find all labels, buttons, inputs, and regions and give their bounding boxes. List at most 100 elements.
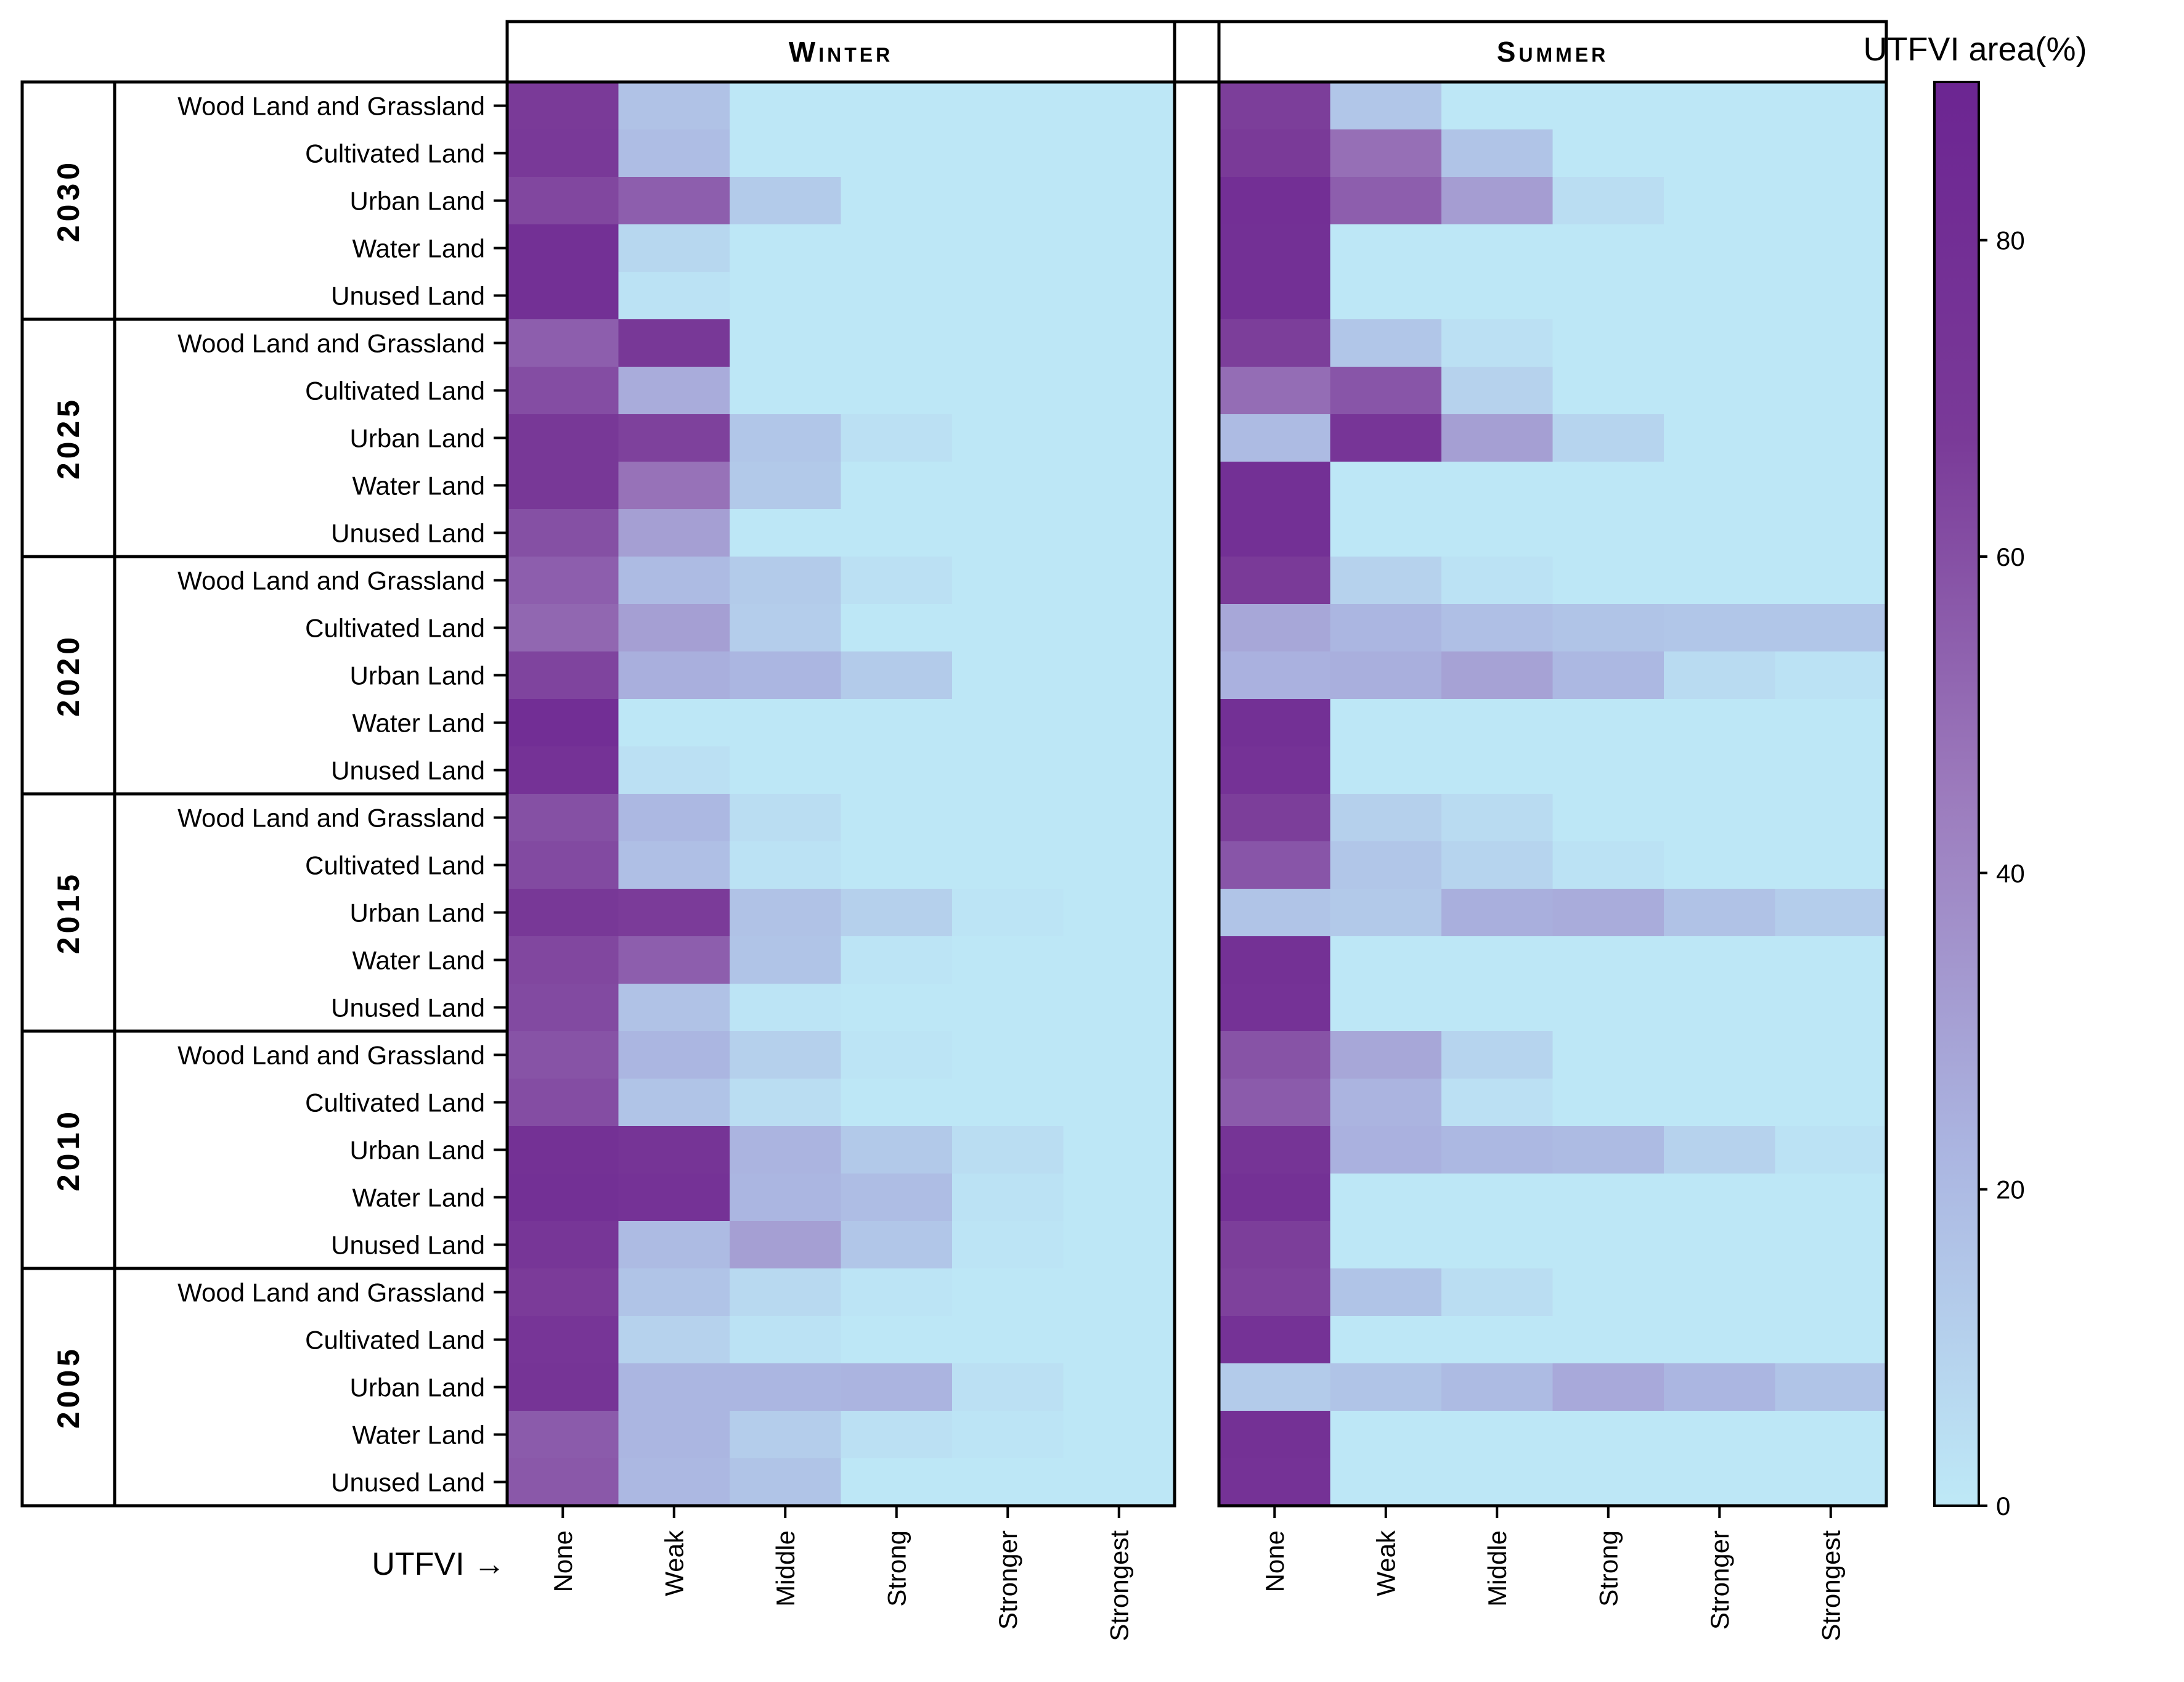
panel-title-winter: Winter	[789, 36, 893, 68]
cell-2010-urban-land-summer-weak	[1330, 1126, 1442, 1174]
cell-2010-cultivated-land-summer-stronger	[1664, 1079, 1776, 1127]
cell-2005-water-land-winter-strongest	[1063, 1411, 1175, 1459]
cell-2015-cultivated-land-winter-stronger	[952, 841, 1064, 889]
cell-2015-water-land-summer-strong	[1552, 936, 1664, 984]
cell-2025-cultivated-land-winter-stronger	[952, 367, 1064, 415]
cell-2020-unused-land-summer-stronger	[1664, 746, 1776, 794]
cell-2010-urban-land-winter-none	[507, 1126, 619, 1174]
cell-2015-urban-land-summer-stronger	[1664, 889, 1776, 937]
cell-2020-wood-land-and-grassland-summer-stronger	[1664, 557, 1776, 605]
cell-2025-wood-land-and-grassland-winter-weak	[618, 319, 730, 367]
cell-2030-urban-land-winter-stronger	[952, 177, 1064, 225]
cell-2025-urban-land-winter-stronger	[952, 414, 1064, 462]
cell-2005-water-land-summer-middle	[1441, 1411, 1554, 1459]
cell-2015-cultivated-land-winter-weak	[618, 841, 730, 889]
cell-2015-water-land-winter-none	[507, 936, 619, 984]
row-label-unused-land: Unused Land	[331, 519, 485, 548]
cell-2030-water-land-winter-stronger	[952, 224, 1064, 272]
row-label-wood-land-and-grassland: Wood Land and Grassland	[177, 1278, 485, 1307]
cell-2015-unused-land-winter-middle	[730, 984, 842, 1032]
cell-2020-cultivated-land-winter-stronger	[952, 604, 1064, 652]
cell-2030-urban-land-summer-strongest	[1775, 177, 1887, 225]
cell-2010-wood-land-and-grassland-summer-middle	[1441, 1031, 1554, 1079]
cell-2030-wood-land-and-grassland-summer-middle	[1441, 82, 1554, 130]
cell-2005-wood-land-and-grassland-summer-weak	[1330, 1268, 1442, 1317]
cell-2030-wood-land-and-grassland-winter-weak	[618, 82, 730, 130]
cell-2010-wood-land-and-grassland-summer-strong	[1552, 1031, 1664, 1079]
cell-2005-urban-land-summer-middle	[1441, 1363, 1554, 1411]
cell-2020-water-land-winter-strongest	[1063, 699, 1175, 747]
cell-2020-unused-land-winter-strongest	[1063, 746, 1175, 794]
cell-2025-water-land-winter-none	[507, 462, 619, 510]
cell-2030-unused-land-winter-middle	[730, 272, 842, 320]
cell-2030-water-land-winter-strongest	[1063, 224, 1175, 272]
cell-2015-water-land-summer-middle	[1441, 936, 1554, 984]
cell-2015-urban-land-winter-none	[507, 889, 619, 937]
cell-2025-water-land-winter-strongest	[1063, 462, 1175, 510]
cell-2020-urban-land-summer-strong	[1552, 651, 1664, 700]
cell-2010-unused-land-summer-strongest	[1775, 1221, 1887, 1269]
cell-2010-wood-land-and-grassland-summer-none	[1219, 1031, 1331, 1079]
cell-2030-unused-land-winter-weak	[618, 272, 730, 320]
column-label-winter-middle: Middle	[771, 1530, 800, 1607]
cell-2025-unused-land-summer-strong	[1552, 509, 1664, 557]
cell-2020-wood-land-and-grassland-winter-weak	[618, 557, 730, 605]
cell-2005-water-land-summer-none	[1219, 1411, 1331, 1459]
cell-2025-wood-land-and-grassland-winter-middle	[730, 319, 842, 367]
cell-2020-cultivated-land-summer-middle	[1441, 604, 1554, 652]
cell-2005-unused-land-winter-strongest	[1063, 1458, 1175, 1506]
cell-2015-unused-land-winter-strong	[841, 984, 953, 1032]
row-label-unused-land: Unused Land	[331, 282, 485, 311]
cell-2005-wood-land-and-grassland-summer-none	[1219, 1268, 1331, 1317]
cell-2030-urban-land-summer-middle	[1441, 177, 1554, 225]
cell-2020-unused-land-summer-none	[1219, 746, 1331, 794]
cell-2020-cultivated-land-winter-middle	[730, 604, 842, 652]
cell-2025-water-land-winter-middle	[730, 462, 842, 510]
cell-2015-water-land-summer-strongest	[1775, 936, 1887, 984]
cell-2025-unused-land-winter-middle	[730, 509, 842, 557]
cell-2015-cultivated-land-winter-strong	[841, 841, 953, 889]
cell-2015-water-land-winter-weak	[618, 936, 730, 984]
cell-2025-wood-land-and-grassland-summer-strongest	[1775, 319, 1887, 367]
cell-2015-cultivated-land-summer-stronger	[1664, 841, 1776, 889]
row-label-unused-land: Unused Land	[331, 1231, 485, 1260]
cell-2010-cultivated-land-winter-middle	[730, 1079, 842, 1127]
cell-2005-cultivated-land-summer-middle	[1441, 1316, 1554, 1364]
cell-2030-wood-land-and-grassland-summer-weak	[1330, 82, 1442, 130]
cell-2005-wood-land-and-grassland-summer-middle	[1441, 1268, 1554, 1317]
cell-2020-water-land-summer-stronger	[1664, 699, 1776, 747]
cell-2025-wood-land-and-grassland-summer-strong	[1552, 319, 1664, 367]
cell-2015-unused-land-summer-middle	[1441, 984, 1554, 1032]
cell-2030-water-land-summer-none	[1219, 224, 1331, 272]
cell-2010-wood-land-and-grassland-winter-weak	[618, 1031, 730, 1079]
cell-2005-wood-land-and-grassland-winter-weak	[618, 1268, 730, 1317]
cell-2020-cultivated-land-winter-weak	[618, 604, 730, 652]
cell-2005-unused-land-winter-middle	[730, 1458, 842, 1506]
cell-2015-unused-land-summer-none	[1219, 984, 1331, 1032]
cell-2005-urban-land-winter-weak	[618, 1363, 730, 1411]
cell-2025-unused-land-winter-strong	[841, 509, 953, 557]
cell-2025-unused-land-summer-weak	[1330, 509, 1442, 557]
cell-2030-urban-land-summer-stronger	[1664, 177, 1776, 225]
cell-2010-unused-land-summer-middle	[1441, 1221, 1554, 1269]
cell-2020-unused-land-winter-strong	[841, 746, 953, 794]
cell-2015-cultivated-land-winter-strongest	[1063, 841, 1175, 889]
cell-2020-wood-land-and-grassland-winter-strong	[841, 557, 953, 605]
cell-2030-cultivated-land-winter-strong	[841, 129, 953, 178]
cell-2025-unused-land-summer-middle	[1441, 509, 1554, 557]
cell-2015-cultivated-land-summer-strongest	[1775, 841, 1887, 889]
cell-2005-unused-land-summer-none	[1219, 1458, 1331, 1506]
cell-2010-wood-land-and-grassland-winter-strong	[841, 1031, 953, 1079]
cell-2025-water-land-summer-middle	[1441, 462, 1554, 510]
cell-2025-wood-land-and-grassland-winter-strong	[841, 319, 953, 367]
cell-2010-water-land-summer-middle	[1441, 1174, 1554, 1222]
row-label-cultivated-land: Cultivated Land	[305, 1326, 485, 1355]
cell-2015-cultivated-land-summer-none	[1219, 841, 1331, 889]
row-label-water-land: Water Land	[352, 709, 485, 738]
cell-2015-unused-land-winter-strongest	[1063, 984, 1175, 1032]
cell-2015-wood-land-and-grassland-winter-middle	[730, 794, 842, 842]
cell-2020-water-land-summer-strong	[1552, 699, 1664, 747]
cell-2010-water-land-summer-none	[1219, 1174, 1331, 1222]
cell-2010-water-land-summer-stronger	[1664, 1174, 1776, 1222]
cell-2030-wood-land-and-grassland-winter-strong	[841, 82, 953, 130]
